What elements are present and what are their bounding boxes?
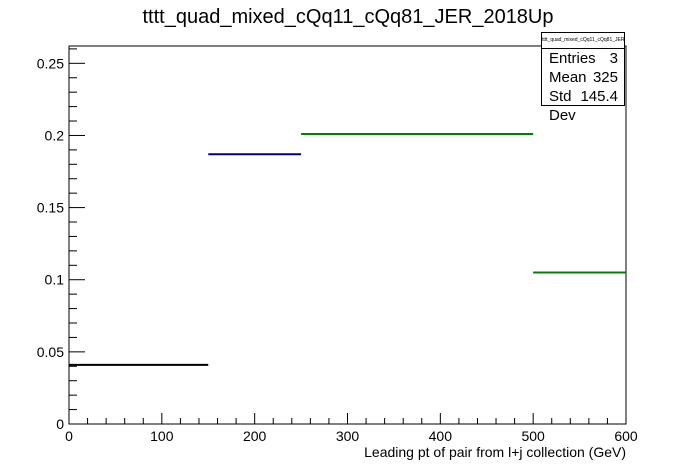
x-tick-label: 500 xyxy=(521,428,545,444)
stats-value: 325 xyxy=(592,69,618,86)
y-tick-label: 0 xyxy=(56,416,64,432)
y-tick-label: 0.25 xyxy=(37,55,64,71)
stats-row-mean: Mean 325 xyxy=(542,68,624,87)
stats-value: 3 xyxy=(609,50,618,67)
stats-label: Mean xyxy=(549,69,587,86)
x-tick-label: 200 xyxy=(243,428,267,444)
stats-box-name: tttt_quad_mixed_cQq11_cQq81_JER_2018Up xyxy=(542,33,624,49)
x-tick-label: 600 xyxy=(614,428,638,444)
stats-box: tttt_quad_mixed_cQq11_cQq81_JER_2018Up E… xyxy=(541,32,625,124)
y-tick-label: 0.15 xyxy=(37,200,64,216)
stats-value: 145.4 xyxy=(580,88,618,105)
y-tick-label: 0.1 xyxy=(45,272,65,288)
y-tick-label: 0.2 xyxy=(45,127,65,143)
stats-label: Entries xyxy=(549,50,596,67)
stats-row-stddev: Std Dev 145.4 xyxy=(542,87,624,124)
x-tick-label: 400 xyxy=(429,428,453,444)
chart-title: tttt_quad_mixed_cQq11_cQq81_JER_2018Up xyxy=(142,6,554,28)
x-axis-label: Leading pt of pair from l+j collection (… xyxy=(364,444,626,460)
stats-label: Std Dev xyxy=(549,88,576,124)
y-tick-label: 0.05 xyxy=(37,344,64,360)
x-tick-label: 100 xyxy=(150,428,174,444)
stats-row-entries: Entries 3 xyxy=(542,49,624,68)
x-tick-label: 300 xyxy=(336,428,360,444)
x-tick-label: 0 xyxy=(65,428,73,444)
